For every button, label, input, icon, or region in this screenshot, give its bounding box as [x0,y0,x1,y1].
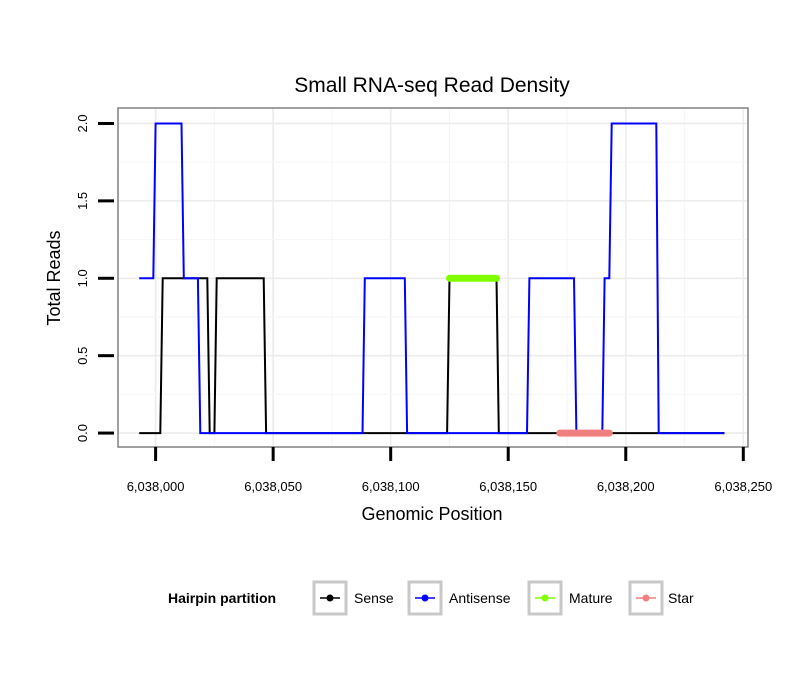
legend-label-sense: Sense [354,590,394,606]
y-axis: 0.0 0.5 1.0 1.5 2.0 [75,114,114,442]
series-antisense-line [139,122,725,435]
legend-label-mature: Mature [569,590,613,606]
x-tick-label: 6,038,200 [597,479,655,494]
x-tick-label: 6,038,100 [362,479,420,494]
x-tick-label: 6,038,000 [127,479,185,494]
grid [118,108,748,447]
y-tick-label: 1.5 [75,192,90,210]
legend-label-star: Star [668,590,694,606]
legend-key-dot [541,594,549,602]
chart-title: Small RNA-seq Read Density [294,74,570,97]
y-tick-label: 0.5 [75,347,90,365]
legend-label-antisense: Antisense [449,590,511,606]
x-axis-title: Genomic Position [361,504,502,524]
legend-key-dot [421,594,429,602]
x-axis: 6,038,000 6,038,050 6,038,100 6,038,150 6,03… [127,447,772,494]
panel-border [117,107,749,448]
y-tick-label: 1.0 [75,269,90,287]
x-tick-label: 6,038,250 [714,479,772,494]
y-tick-label: 2.0 [75,114,90,132]
legend-key-dot [326,594,334,602]
legend: Hairpin partition Sense Antisense Mature St… [168,580,694,616]
legend-title: Hairpin partition [168,590,276,606]
y-tick-label: 0.0 [75,424,90,442]
x-tick-label: 6,038,050 [244,479,302,494]
x-tick-label: 6,038,150 [479,479,537,494]
legend-key-dot [642,594,650,602]
y-axis-title: Total Reads [44,230,64,325]
plot-lines [139,122,725,437]
